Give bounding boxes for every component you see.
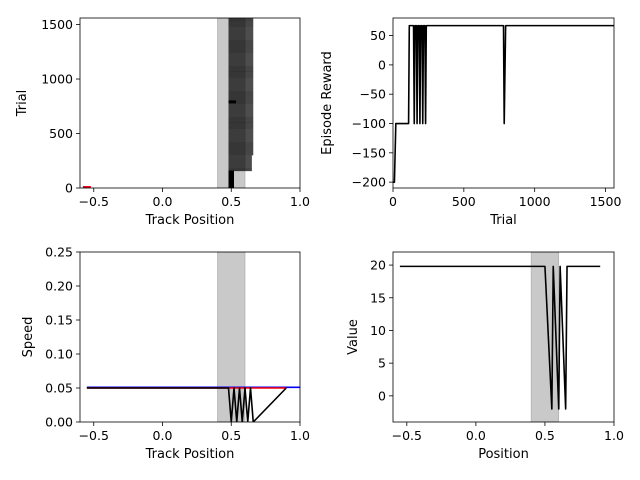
- y-tick-label: 15: [370, 290, 386, 305]
- series-line: [399, 265, 601, 410]
- y-tick-label: −50: [360, 87, 386, 102]
- y-axis-label: Speed: [21, 317, 36, 358]
- panel-value: −0.5 0.0 0.5 1.0 0 5 10 15 20 Position Value: [346, 251, 624, 462]
- x-axis-label: Trial: [489, 213, 517, 228]
- y-tick-label: 0: [65, 181, 73, 196]
- axes-frame: [392, 251, 615, 423]
- x-axis-label: Track Position: [145, 213, 235, 228]
- x-tick-label: 0.5: [535, 428, 555, 443]
- y-axis-label: Trial: [15, 90, 30, 118]
- y-tick-label: −150: [352, 145, 386, 160]
- y-tick-label: 0.05: [45, 381, 73, 396]
- y-tick-label: 1000: [41, 72, 73, 87]
- y-tick-label: 0.10: [45, 347, 73, 362]
- axes-frame: [79, 17, 301, 189]
- x-tick-label: 0.0: [153, 194, 173, 209]
- x-tick-label: 0.5: [221, 194, 241, 209]
- y-tick-label: 0.00: [45, 415, 73, 430]
- x-tick-label: 1.0: [604, 428, 624, 443]
- y-tick-label: 10: [370, 323, 386, 338]
- x-tick-label: 0.5: [221, 428, 241, 443]
- y-tick-label: 0: [378, 388, 386, 403]
- y-tick-label: −100: [352, 116, 386, 131]
- x-tick-label: 1.0: [290, 194, 310, 209]
- plot-area: [393, 24, 614, 183]
- x-tick-label: −0.5: [79, 428, 109, 443]
- x-axis-label: Position: [478, 447, 529, 462]
- y-tick-label: 0.25: [45, 245, 73, 260]
- y-tick-label: 0.20: [45, 279, 73, 294]
- y-axis-label: Value: [346, 319, 361, 355]
- y-tick-label: −200: [352, 175, 386, 190]
- x-tick-label: 0.0: [466, 428, 486, 443]
- x-axis-label: Track Position: [145, 447, 235, 462]
- x-tick-label: −0.5: [392, 428, 422, 443]
- y-tick-label: 5: [378, 356, 386, 371]
- y-tick-label: 50: [370, 28, 386, 43]
- x-tick-label: 0.0: [153, 428, 173, 443]
- series-line: [86, 387, 287, 422]
- y-tick-label: 20: [370, 258, 386, 273]
- x-tick-label: 1000: [519, 194, 551, 209]
- x-tick-label: 500: [452, 194, 476, 209]
- y-tick-label: 0: [378, 57, 386, 72]
- axes-frame: [79, 251, 301, 423]
- panel-speed: −0.5 0.0 0.5 1.0 0.00 0.05 0.10 0.15 0.20 0.25 T…: [21, 245, 310, 463]
- series-line: [393, 24, 614, 183]
- early-trial-block: [228, 170, 234, 188]
- axes-frame: [392, 17, 615, 189]
- x-tick-label: 1500: [590, 194, 622, 209]
- panel-trial-raster: −0.5 0.0 0.5 1.0 0 500 1000 1500 Track Positio…: [15, 17, 310, 228]
- plot-area: [399, 252, 601, 422]
- y-tick-label: 0.15: [45, 313, 73, 328]
- x-tick-label: 1.0: [290, 428, 310, 443]
- x-tick-label: −0.5: [79, 194, 109, 209]
- y-axis-label: Episode Reward: [320, 51, 335, 155]
- panel-episode-reward: 0 500 1000 1500 −200 −150 −100 −50 0 50 Trial Ep…: [320, 17, 622, 228]
- x-tick-label: 0: [389, 194, 397, 209]
- y-tick-label: 500: [49, 126, 73, 141]
- y-tick-label: 1500: [41, 17, 73, 32]
- plot-area: [86, 252, 300, 422]
- plot-area: [82, 18, 254, 188]
